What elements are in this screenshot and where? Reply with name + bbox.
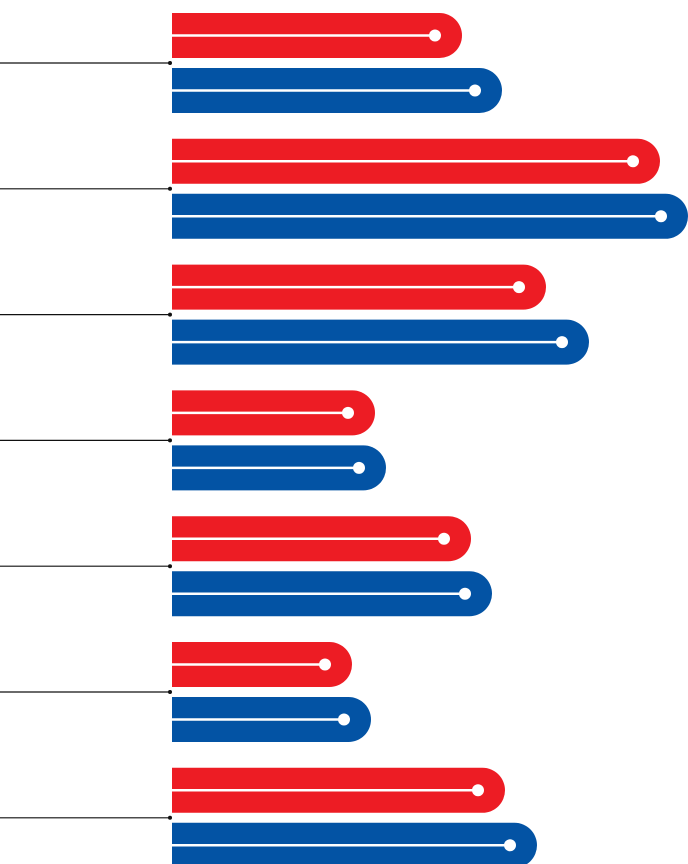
bar-dot: [429, 29, 441, 42]
bar-dot: [556, 336, 568, 349]
bar-dot: [469, 84, 481, 97]
bar-dot: [504, 839, 516, 852]
bar-dot: [627, 155, 639, 168]
leader-dot: [168, 564, 172, 569]
bar-dot: [338, 713, 350, 726]
leader-dot: [168, 815, 172, 820]
bar-dot: [472, 784, 484, 797]
leader-dot: [168, 312, 172, 317]
bar-dot: [438, 532, 450, 545]
bar-dot: [513, 281, 525, 294]
leader-dot: [168, 438, 172, 443]
leader-dot: [168, 690, 172, 694]
bar-dot: [353, 461, 365, 474]
bar: [172, 822, 537, 864]
bar-dot: [459, 587, 471, 600]
bar-dot: [342, 406, 354, 419]
bar-dot: [319, 658, 331, 671]
leader-dot: [168, 186, 172, 191]
leader-dot: [168, 61, 172, 65]
bar-dot: [655, 210, 667, 223]
